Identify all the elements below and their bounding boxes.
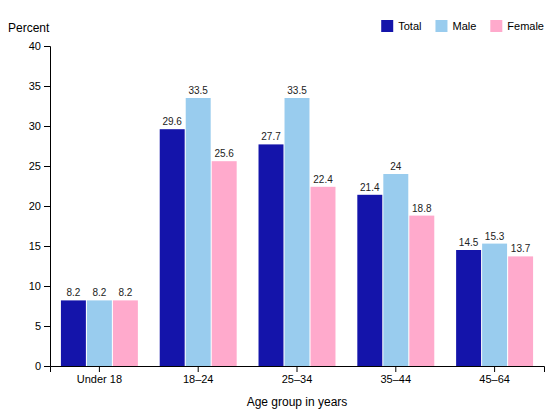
y-tick: 20: [29, 200, 50, 212]
bar: [212, 161, 237, 366]
bar-series: [113, 161, 533, 366]
tick-mark: [44, 46, 50, 47]
x-tick: 45–64: [479, 366, 510, 385]
tick-mark: [44, 126, 50, 127]
bar: [160, 129, 185, 366]
bar: [456, 250, 481, 366]
bar-series: [61, 129, 481, 366]
tick-label: 20: [29, 200, 41, 212]
legend-label: Male: [452, 20, 476, 32]
tick-label: 25–34: [282, 373, 313, 385]
bar: [113, 300, 138, 366]
y-tick: 40: [29, 40, 50, 52]
bar: [259, 144, 284, 366]
tick-mark: [297, 366, 298, 372]
tick-mark: [44, 326, 50, 327]
data-label: 27.7: [261, 131, 281, 142]
tick-label: Under 18: [77, 373, 122, 385]
bar: [508, 256, 533, 366]
legend-swatch: [435, 20, 447, 32]
data-label: 15.3: [485, 231, 505, 242]
y-tick: 5: [35, 320, 50, 332]
bar: [311, 187, 336, 366]
tick-mark: [44, 166, 50, 167]
legend: Total Male Female: [381, 20, 544, 32]
legend-item: Female: [490, 20, 544, 32]
axis-line: [44, 47, 51, 367]
y-tick: 0: [35, 360, 50, 372]
data-label: 8.2: [92, 287, 106, 298]
tick-label: 15: [29, 240, 41, 252]
tick-mark: [44, 86, 50, 87]
bar: [285, 98, 310, 366]
data-label: 8.2: [118, 287, 132, 298]
data-label: 22.4: [313, 174, 333, 185]
y-tick: 15: [29, 240, 50, 252]
x-tick: Under 18: [77, 366, 122, 385]
y-axis-title: Percent: [8, 21, 50, 35]
y-tick: 25: [29, 160, 50, 172]
tick-mark: [395, 366, 396, 372]
legend-swatch: [381, 20, 393, 32]
tick-label: 10: [29, 280, 41, 292]
legend-label: Female: [507, 20, 544, 32]
tick-label: 40: [29, 40, 41, 52]
data-label: 21.4: [360, 182, 380, 193]
bar: [357, 195, 382, 366]
tick-label: 25: [29, 160, 41, 172]
legend-label: Total: [398, 20, 421, 32]
bar: [61, 300, 86, 366]
bar: [409, 216, 434, 366]
data-labels: 8.2 29.6 27.7 21.4 14.5 8.2 33.5 33.5 24 15.3 8.2 2…: [66, 85, 530, 298]
tick-label: 35–44: [381, 373, 412, 385]
tick-label: 0: [35, 360, 41, 372]
tick-mark: [99, 366, 100, 372]
x-axis-title: Age group in years: [247, 395, 348, 409]
data-label: 33.5: [287, 85, 307, 96]
bars: [61, 98, 533, 366]
tick-mark: [494, 366, 495, 372]
tick-label: 30: [29, 120, 41, 132]
tick-mark: [44, 206, 50, 207]
data-label: 29.6: [162, 116, 182, 127]
y-tick: 30: [29, 120, 50, 132]
x-tick: 35–44: [381, 366, 412, 385]
bar: [87, 300, 112, 366]
data-label: 18.8: [412, 203, 432, 214]
x-tick: 18–24: [183, 366, 214, 385]
data-label: 25.6: [214, 148, 234, 159]
y-tick: 10: [29, 280, 50, 292]
chart: 8.2 29.6 27.7 21.4 14.5 8.2 33.5 33.5 24 15.3 8.2 2…: [0, 0, 560, 420]
tick-label: 45–64: [479, 373, 510, 385]
y-axis: 0 5 10 15 20 25 30 35 40: [29, 40, 51, 372]
tick-mark: [44, 366, 50, 367]
bar: [482, 244, 507, 366]
tick-mark: [44, 246, 50, 247]
tick-label: 5: [35, 320, 41, 332]
tick-label: 35: [29, 80, 41, 92]
data-label: 24: [390, 161, 402, 172]
bar: [186, 98, 211, 366]
legend-item: Total: [381, 20, 421, 32]
bar-series: [87, 98, 507, 366]
tick-mark: [198, 366, 199, 372]
legend-item: Male: [435, 20, 476, 32]
legend-swatch: [490, 20, 502, 32]
y-tick: 35: [29, 80, 50, 92]
data-label: 14.5: [459, 237, 479, 248]
x-axis: Under 18 18–24 25–34 35–44 45–64: [51, 366, 545, 385]
axis-line: [51, 367, 545, 373]
data-label: 8.2: [66, 287, 80, 298]
data-label: 13.7: [511, 243, 531, 254]
tick-label: 18–24: [183, 373, 214, 385]
data-label: 33.5: [188, 85, 208, 96]
tick-mark: [44, 286, 50, 287]
bar: [383, 174, 408, 366]
x-tick: 25–34: [282, 366, 313, 385]
